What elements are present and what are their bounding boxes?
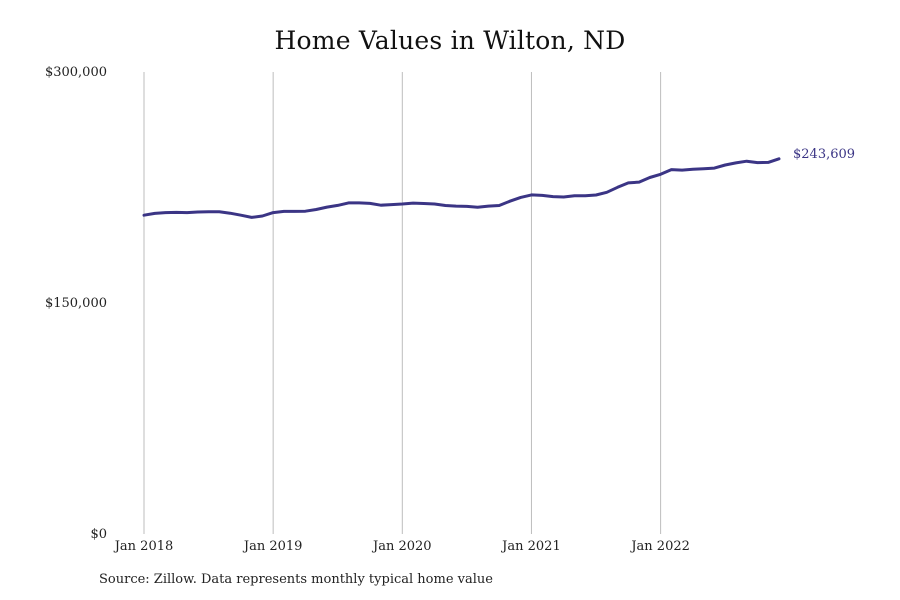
series-line [142,157,781,219]
x-tick-label: Jan 2020 [371,539,432,554]
end-value-label: $243,609 [793,147,855,162]
series-lines [142,157,781,219]
gridlines [143,72,662,534]
y-tick-label: $150,000 [45,296,107,311]
axis-labels: Jan 2018 Jan 2019 Jan 2020 Jan 2021 Jan 2022… [45,65,690,554]
y-tick-label: $300,000 [45,65,107,80]
data-labels: $243,609 [793,147,855,162]
chart-title: Home Values in Wilton, ND [274,26,626,55]
x-tick-label: Jan 2019 [242,539,303,554]
x-tick-label: Jan 2021 [500,539,561,554]
source-note: Source: Zillow. Data represents monthly … [99,572,493,587]
x-tick-label: Jan 2018 [113,539,174,554]
x-tick-label: Jan 2022 [629,539,690,554]
y-tick-label: $0 [90,527,107,542]
